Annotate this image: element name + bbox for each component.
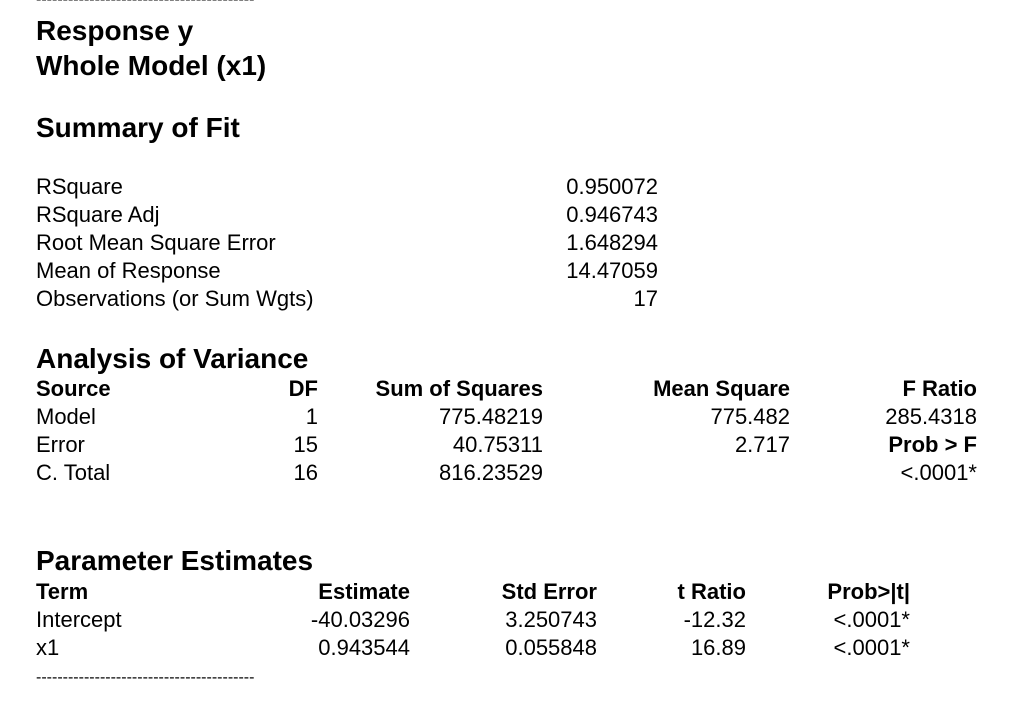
anova-prob-value: <.0001* bbox=[900, 460, 977, 485]
pe-term: x1 bbox=[36, 635, 60, 660]
summary-value: 14.47059 bbox=[566, 258, 658, 283]
anova-f-ratio: 285.4318 bbox=[885, 404, 977, 429]
summary-value: 0.946743 bbox=[566, 202, 658, 227]
model-title: Whole Model (x1) bbox=[36, 50, 267, 81]
anova-header-ms: Mean Square bbox=[653, 376, 790, 401]
summary-of-fit-title: Summary of Fit bbox=[36, 112, 240, 143]
anova-ss: 816.23529 bbox=[439, 460, 543, 485]
summary-label: Root Mean Square Error bbox=[36, 230, 276, 255]
summary-label: Mean of Response bbox=[36, 258, 221, 283]
pe-std-error: 3.250743 bbox=[505, 607, 597, 632]
anova-df: 16 bbox=[293, 460, 318, 485]
pe-header-t-ratio: t Ratio bbox=[677, 579, 746, 604]
pe-header-std-error: Std Error bbox=[501, 579, 597, 604]
pe-term: Intercept bbox=[36, 607, 122, 632]
pe-std-error: 0.055848 bbox=[505, 635, 597, 660]
anova-ss: 40.75311 bbox=[452, 432, 543, 457]
anova-header-f: F Ratio bbox=[902, 376, 977, 401]
summary-label: RSquare Adj bbox=[36, 202, 160, 227]
pe-t-ratio: -12.32 bbox=[683, 607, 746, 632]
anova-df: 1 bbox=[305, 404, 318, 429]
anova-ss: 775.48219 bbox=[439, 404, 543, 429]
anova-header-ss: Sum of Squares bbox=[375, 376, 543, 401]
anova-source: C. Total bbox=[36, 460, 111, 485]
anova-df: 15 bbox=[293, 432, 318, 457]
anova-prob-label: Prob > F bbox=[888, 432, 977, 457]
parameter-estimates-title: Parameter Estimates bbox=[36, 545, 314, 576]
summary-label: Observations (or Sum Wgts) bbox=[36, 286, 314, 311]
response-title: Response y bbox=[36, 15, 194, 46]
anova-source: Model bbox=[36, 404, 96, 429]
pe-header-estimate: Estimate bbox=[318, 579, 410, 604]
pe-header-prob: Prob>|t| bbox=[827, 579, 910, 604]
anova-source: Error bbox=[36, 432, 85, 457]
summary-label: RSquare bbox=[36, 174, 123, 199]
pe-t-ratio: 16.89 bbox=[690, 635, 746, 660]
summary-value: 17 bbox=[633, 286, 658, 311]
pe-estimate: -40.03296 bbox=[310, 607, 410, 632]
pe-prob: <.0001* bbox=[833, 607, 910, 632]
summary-value: 0.950072 bbox=[566, 174, 658, 199]
pe-prob: <.0001* bbox=[833, 635, 910, 660]
anova-ms: 775.482 bbox=[710, 404, 790, 429]
pe-estimate: 0.943544 bbox=[318, 635, 410, 660]
anova-ms: 2.717 bbox=[734, 432, 790, 457]
anova-header-df: DF bbox=[288, 376, 318, 401]
anova-header-source: Source bbox=[36, 376, 111, 401]
top-separator: ----------------------------------------… bbox=[36, 0, 362, 8]
pe-header-term: Term bbox=[36, 579, 89, 604]
bottom-separator: ----------------------------------------… bbox=[36, 670, 255, 686]
anova-title: Analysis of Variance bbox=[36, 343, 309, 374]
summary-value: 1.648294 bbox=[566, 230, 658, 255]
